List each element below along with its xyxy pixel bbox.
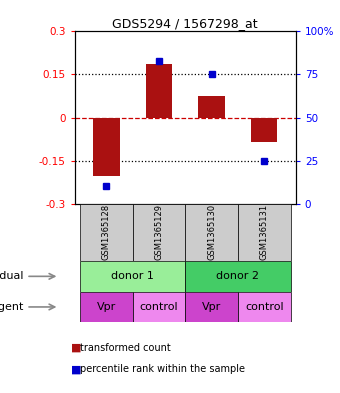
Bar (80, 292, 133, 322)
Bar (146, 64, 172, 118)
Text: GSM1365129: GSM1365129 (154, 204, 164, 260)
Text: donor 1: donor 1 (111, 271, 154, 281)
Text: transformed count: transformed count (80, 343, 171, 353)
Bar (238, 292, 291, 322)
Bar (133, 204, 185, 261)
Text: control: control (140, 302, 178, 312)
Bar (133, 292, 185, 322)
Text: control: control (245, 302, 284, 312)
Text: ■: ■ (71, 343, 82, 353)
Bar (185, 261, 291, 292)
Bar (251, 118, 277, 142)
Bar (93, 118, 120, 176)
Text: Vpr: Vpr (202, 302, 221, 312)
Text: ■: ■ (71, 364, 82, 375)
Bar (185, 204, 238, 261)
Title: GDS5294 / 1567298_at: GDS5294 / 1567298_at (113, 17, 258, 30)
Bar (185, 292, 238, 322)
Text: individual: individual (0, 271, 24, 281)
Text: GSM1365130: GSM1365130 (207, 204, 216, 261)
Text: percentile rank within the sample: percentile rank within the sample (80, 364, 245, 375)
Text: donor 2: donor 2 (217, 271, 259, 281)
Text: agent: agent (0, 302, 24, 312)
Text: GSM1365131: GSM1365131 (260, 204, 269, 261)
Bar (80, 261, 185, 292)
Bar (238, 204, 291, 261)
Bar (80, 204, 133, 261)
Bar (199, 96, 225, 118)
Text: GSM1365128: GSM1365128 (102, 204, 111, 261)
Text: Vpr: Vpr (97, 302, 116, 312)
